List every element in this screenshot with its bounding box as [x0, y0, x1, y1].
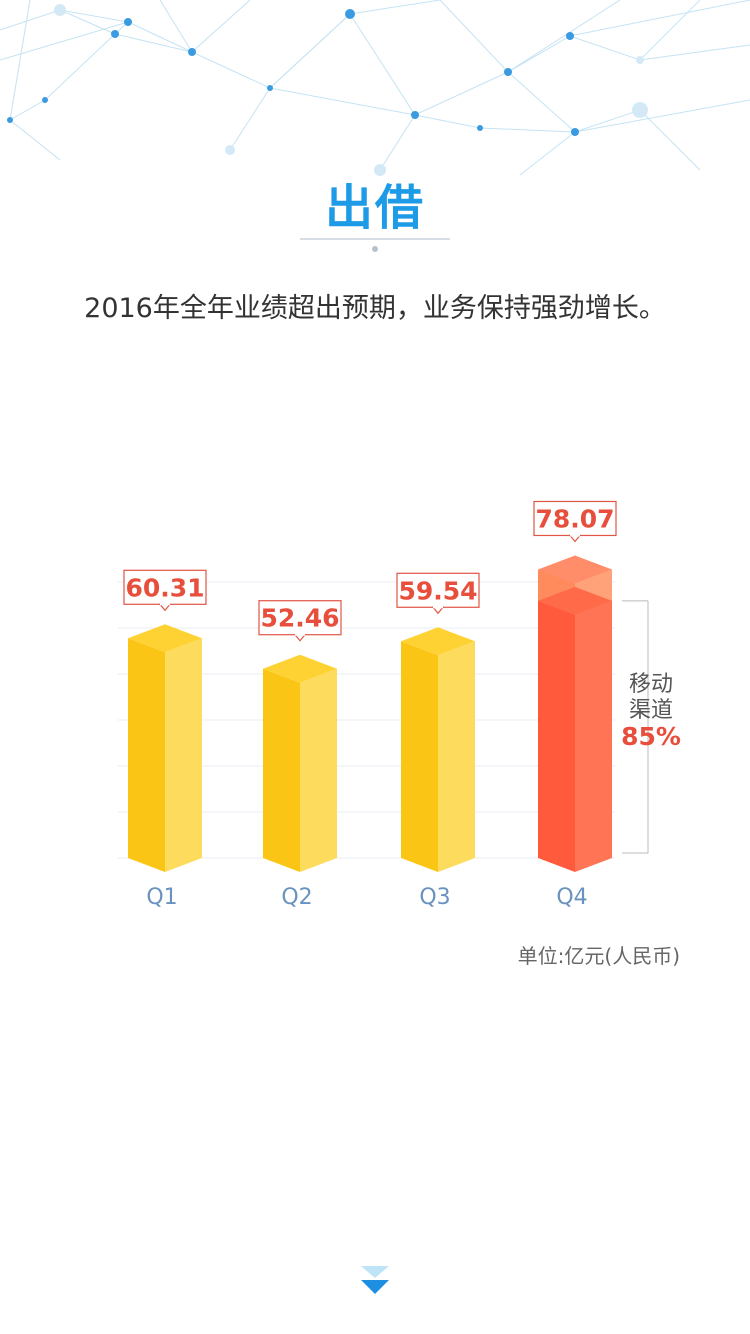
double-chevron-down-icon[interactable] — [359, 1262, 391, 1298]
bar-Q4-right-face — [575, 569, 612, 872]
data-label-box-Q4 — [533, 500, 617, 537]
bar-Q4-split-top — [538, 586, 612, 615]
data-label-box-Q2 — [258, 600, 342, 636]
data-label-box-Q3 — [396, 572, 480, 608]
bar-Q1-top-face — [128, 624, 202, 653]
mobile-channel-label-line2: 渠道 — [628, 698, 673, 723]
mobile-channel-percent: 85% — [621, 722, 681, 751]
page-subtitle: 2016年全年业绩超出预期，业务保持强劲增长。 — [84, 293, 666, 324]
data-label-Q3: 59.54 — [398, 576, 477, 605]
bar-Q3-top-face — [401, 627, 475, 656]
page-title: 出借 — [324, 180, 425, 236]
data-label-Q2: 52.46 — [260, 604, 339, 633]
bar-Q4-left-face — [538, 569, 575, 872]
bar-Q1-left-face — [128, 638, 165, 872]
bar-Q3-right-face — [438, 641, 475, 872]
x-tick-label-Q1: Q1 — [146, 885, 177, 910]
mobile-channel-label-line1: 移动 — [628, 672, 673, 697]
x-tick-label-Q2: Q2 — [281, 885, 312, 910]
data-label-Q4: 78.07 — [535, 504, 614, 533]
unit-label: 单位:亿元(人民币) — [517, 944, 680, 968]
data-label-box-Q1 — [123, 569, 207, 605]
title-dot — [372, 246, 378, 252]
bar-Q1-right-face — [165, 638, 202, 872]
x-tick-label-Q4: Q4 — [556, 885, 587, 910]
mobile-channel-label: 移动 渠道 85% — [616, 672, 686, 750]
bar-Q2-top-face — [263, 654, 337, 683]
bar-chart: 60.31 Q1 52.46 Q2 59.54 Q3 78.07 Q4 — [118, 500, 649, 910]
bar-Q2-right-face — [300, 668, 337, 872]
bar-Q3-left-face — [401, 641, 438, 872]
data-label-Q1: 60.31 — [125, 573, 204, 602]
bar-Q2-left-face — [263, 668, 300, 872]
network-background — [0, 0, 750, 176]
x-tick-label-Q3: Q3 — [419, 885, 450, 910]
title-underline — [300, 238, 450, 240]
